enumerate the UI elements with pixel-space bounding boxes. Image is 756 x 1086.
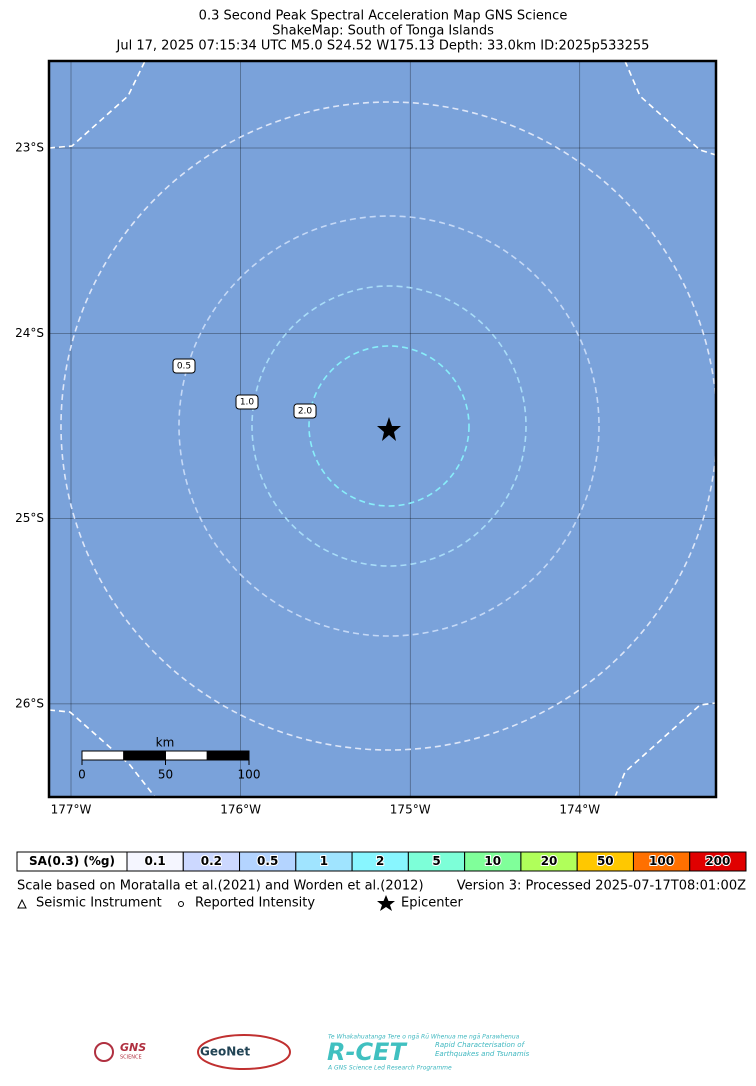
legend-label: 20 <box>541 854 558 868</box>
rcet-bottom: A GNS Science Led Research Programme <box>327 1065 452 1072</box>
map-frame <box>47 59 718 799</box>
event-info: Jul 17, 2025 07:15:34 UTC M5.0 S24.52 W1… <box>116 39 650 54</box>
contour <box>49 709 156 797</box>
contour-label: 2.0 <box>298 407 313 417</box>
rcet-top: Te Whakahuatanga Tere o ngā Rū Whenua me… <box>328 1034 520 1041</box>
version: Version 3: Processed 2025-07-17T08:01:00… <box>457 879 746 894</box>
instrument-icon <box>17 898 27 909</box>
scale-unit: km <box>156 736 175 750</box>
legend-label: 50 <box>597 854 614 868</box>
legend-cell <box>689 851 747 872</box>
symbol-label: Seismic Instrument <box>36 896 162 911</box>
symbol-label: Reported Intensity <box>195 896 315 911</box>
scale-tick-label: 0 <box>78 768 86 782</box>
contour-label: 1.0 <box>240 398 255 408</box>
contour-labels: 0.5 1.0 2.0 <box>172 358 317 419</box>
lat-label: 24°S <box>15 326 44 340</box>
logos: GNS SCIENCE GeoNet Te Whakahuatanga Tere… <box>94 1034 530 1072</box>
legend-label: 0.2 <box>201 854 222 868</box>
contour <box>49 61 146 149</box>
rcet-logo: R-CET <box>327 1038 407 1066</box>
lon-label: 175°W <box>390 803 431 817</box>
scale-bar: km 0 50 100 <box>78 736 260 782</box>
legend-label: 0.5 <box>257 854 278 868</box>
gns-logo-sub: SCIENCE <box>120 1055 142 1061</box>
geonet-ring <box>197 1034 291 1070</box>
epicenter-icon <box>377 895 395 911</box>
gns-icon <box>94 1042 114 1062</box>
geonet-logo: GeoNet <box>200 1045 250 1059</box>
legend: SA(0.3) (%g) 0.1 0.2 0.5 1 2 5 10 20 50 100 200 <box>16 851 747 872</box>
contour-label-box <box>172 358 196 374</box>
rcet-side: Rapid Characterisation of Earthquakes an… <box>435 1041 530 1058</box>
gns-logo: GNS <box>120 1041 146 1054</box>
rcet-side-wrap: Rapid Characterisation of Earthquakes an… <box>435 1041 530 1058</box>
legend-label: 10 <box>484 854 501 868</box>
legend-label: 5 <box>432 854 440 868</box>
lat-label: 26°S <box>15 696 44 710</box>
subtitle: ShakeMap: South of Tonga Islands <box>272 24 494 39</box>
scale-note: Scale based on Moratalla et al.(2021) an… <box>17 879 424 894</box>
scale-segment <box>165 750 208 761</box>
contour <box>308 345 470 507</box>
legend-label: 200 <box>705 854 730 868</box>
contour-label-box <box>235 394 259 410</box>
legend-label: 1 <box>320 854 328 868</box>
intensity-icon <box>178 901 184 907</box>
lon-label: 177°W <box>51 803 92 817</box>
contours <box>49 61 716 797</box>
title: 0.3 Second Peak Spectral Acceleration Ma… <box>199 9 568 24</box>
scale-segment <box>81 750 125 761</box>
lon-label: 176°W <box>220 803 261 817</box>
scale-segment <box>206 750 250 761</box>
scale-tick-label: 100 <box>238 768 261 782</box>
legend-title: SA(0.3) (%g) <box>29 854 115 868</box>
legend-label: 2 <box>376 854 384 868</box>
contour-label-box <box>293 403 317 419</box>
contour-label: 0.5 <box>177 362 191 372</box>
lat-label: 25°S <box>15 511 44 525</box>
contour <box>60 101 716 751</box>
scale-tick-label: 50 <box>158 768 173 782</box>
contour <box>614 702 716 797</box>
map-grid <box>49 61 716 797</box>
lon-label: 174°W <box>559 803 600 817</box>
legend-label: 100 <box>649 854 674 868</box>
legend-label: 0.1 <box>145 854 166 868</box>
symbol-label: Epicenter <box>401 896 464 911</box>
scale-segment <box>123 750 166 761</box>
contour <box>251 285 527 567</box>
contour <box>178 215 600 637</box>
epicenter <box>377 417 401 441</box>
lat-label: 23°S <box>15 141 44 155</box>
